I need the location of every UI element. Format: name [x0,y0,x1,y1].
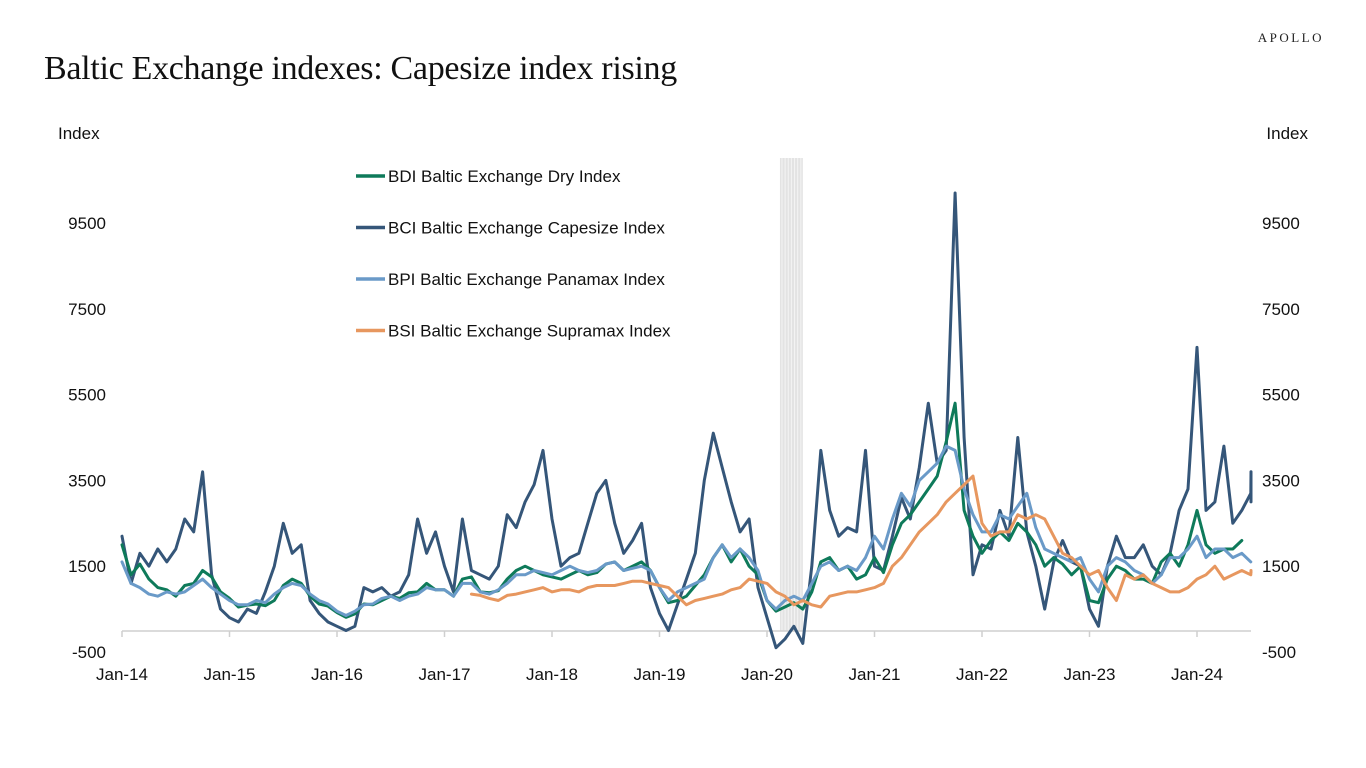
y-tick-label-left: 3500 [68,471,106,490]
legend-label-bpi: BPI Baltic Exchange Panamax Index [388,270,665,289]
right-axis-title: Index [1266,124,1308,143]
x-tick-label: Jan-18 [526,665,578,684]
x-tick-label: Jan-16 [311,665,363,684]
shaded-period-layer [779,158,803,631]
y-tick-label-right: 5500 [1262,386,1300,405]
series-line-bsi [469,474,1253,609]
legend-label-bsi: BSI Baltic Exchange Supramax Index [388,322,671,341]
y-tick-label-right: 7500 [1262,300,1300,319]
x-tick-label: Jan-21 [849,665,901,684]
x-tick-label: Jan-14 [96,665,148,684]
series-layer [120,191,1253,650]
y-tick-label-right: 1500 [1262,557,1300,576]
legend-label-bci: BCI Baltic Exchange Capesize Index [388,219,665,238]
y-tick-label-right: 9500 [1262,214,1300,233]
x-tick-label: Jan-22 [956,665,1008,684]
axes-layer: Jan-14 Jan-15 Jan-16 Jan-17 Jan-18 Jan-19 Jan-… [68,214,1300,684]
x-tick-label: Jan-15 [204,665,256,684]
left-axis-title: Index [58,124,100,143]
y-tick-label-right: -500 [1262,643,1296,662]
y-tick-label-left: 5500 [68,386,106,405]
y-tick-label-left: 7500 [68,300,106,319]
apollo-logo: APOLLO [1257,30,1324,45]
x-tick-label: Jan-17 [419,665,471,684]
y-tick-label-left: 9500 [68,214,106,233]
y-tick-label-left: -500 [72,643,106,662]
y-tick-label-left: 1500 [68,557,106,576]
chart-title: Baltic Exchange indexes: Capesize index … [44,50,677,87]
x-tick-label: Jan-24 [1171,665,1223,684]
x-tick-label: Jan-23 [1064,665,1116,684]
x-tick-label: Jan-20 [741,665,793,684]
legend: BDI Baltic Exchange Dry Index BCI Baltic … [356,167,671,341]
x-tick-label: Jan-19 [634,665,686,684]
series-line-bpi [120,444,1253,617]
y-tick-label-right: 3500 [1262,471,1300,490]
legend-label-bdi: BDI Baltic Exchange Dry Index [388,167,621,186]
